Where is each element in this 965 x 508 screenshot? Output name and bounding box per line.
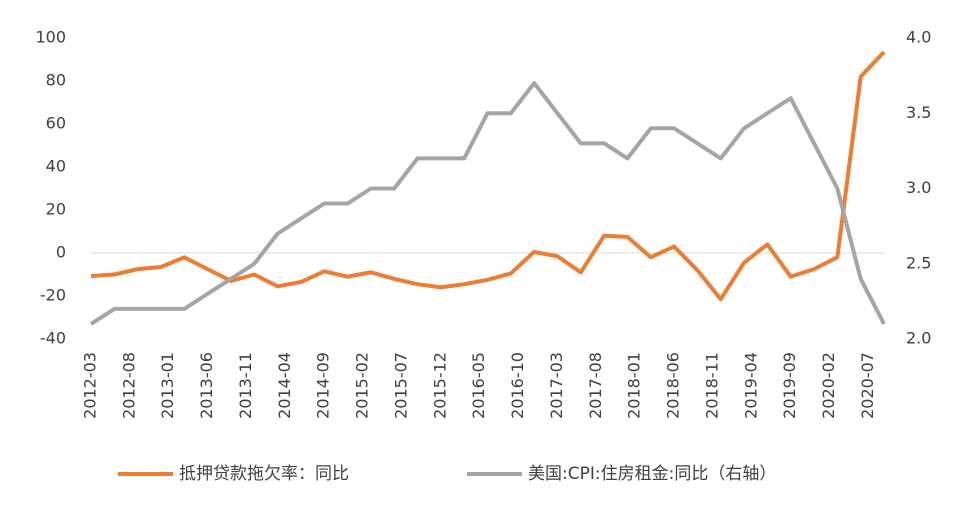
y-tick-label: 20: [46, 200, 66, 219]
y-tick-label: 60: [46, 114, 66, 133]
x-tick-label: 2018-11: [702, 352, 721, 419]
x-tick-label: 2015-12: [430, 352, 449, 419]
y-tick-label: -20: [40, 286, 66, 305]
x-tick-label: 2014-09: [314, 352, 333, 419]
y-tick-label: 0: [56, 243, 66, 262]
x-tick-label: 2019-04: [741, 352, 760, 419]
x-tick-label: 2014-04: [275, 352, 294, 419]
x-tick-label: 2018-01: [625, 352, 644, 419]
x-tick-label: 2019-09: [780, 352, 799, 419]
x-tick-label: 2013-06: [197, 352, 216, 419]
x-tick-label: 2015-02: [353, 352, 372, 419]
x-tick-label: 2020-07: [858, 352, 877, 419]
y-tick-label: 40: [46, 157, 66, 176]
y2-tick-label: 3.5: [906, 103, 931, 122]
x-tick-label: 2017-03: [547, 352, 566, 419]
y-tick-label: 80: [46, 71, 66, 90]
x-tick-label: 2013-11: [236, 352, 255, 419]
y-tick-label: 100: [35, 28, 66, 47]
x-tick-label: 2013-01: [158, 352, 177, 419]
x-tick-label: 2012-03: [81, 352, 100, 419]
series-line: [90, 50, 886, 302]
x-tick-label: 2016-05: [469, 352, 488, 419]
x-tick-label: 2016-10: [508, 352, 527, 419]
y2-tick-label: 2.5: [906, 253, 931, 272]
x-tick-label: 2018-06: [664, 352, 683, 419]
y2-tick-label: 4.0: [906, 28, 931, 47]
x-tick-label: 2017-08: [586, 352, 605, 419]
x-tick-label: 2015-07: [391, 352, 410, 419]
x-tick-label: 2020-02: [819, 352, 838, 419]
legend-label: 美国:CPI:住房租金:同比（右轴）: [528, 464, 776, 484]
y-tick-label: -40: [40, 329, 66, 348]
legend-label: 抵押贷款拖欠率：同比: [179, 464, 349, 484]
y2-tick-label: 2.0: [906, 329, 931, 348]
x-tick-label: 2012-08: [119, 352, 138, 419]
y2-tick-label: 3.0: [906, 178, 931, 197]
series-line: [89, 81, 886, 326]
